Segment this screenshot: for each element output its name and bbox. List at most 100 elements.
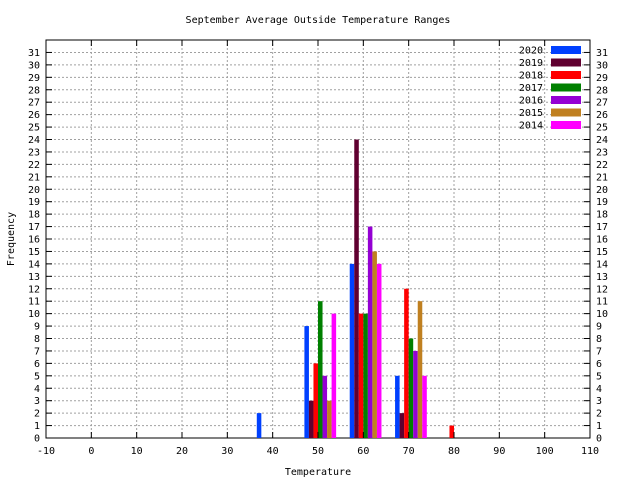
y2-tick-label: 1	[596, 421, 602, 432]
x-tick-label: 70	[403, 446, 415, 457]
y2-tick-label: 4	[596, 384, 602, 395]
legend-label: 2020	[519, 46, 543, 57]
x-tick-label: 50	[312, 446, 324, 457]
y2-tick-label: 19	[596, 197, 608, 208]
y-tick-label: 0	[34, 434, 40, 445]
y-tick-label: 8	[34, 334, 40, 345]
y-tick-label: 30	[28, 60, 40, 71]
bar-2020	[395, 375, 400, 438]
y-tick-label: 31	[28, 48, 40, 59]
bar-2015	[417, 301, 423, 438]
y-tick-label: 29	[28, 73, 40, 84]
legend-label: 2019	[519, 58, 543, 69]
y-tick-label: 2	[34, 409, 40, 420]
y-tick-label: 12	[28, 284, 40, 295]
bars	[256, 139, 454, 438]
y-tick-label: 1	[34, 421, 40, 432]
y2-tick-label: 22	[596, 160, 608, 171]
y-axis-label: Frequency	[6, 212, 17, 266]
y2-tick-label: 21	[596, 172, 608, 183]
y-tick-label: 26	[28, 110, 40, 121]
y-tick-label: 15	[28, 247, 40, 258]
y-tick-label: 25	[28, 123, 40, 134]
y-tick-label: 14	[28, 259, 40, 270]
x-tick-label: 60	[357, 446, 369, 457]
y2-tick-label: 15	[596, 247, 608, 258]
bar-2020	[256, 413, 262, 438]
bar-2019	[308, 400, 314, 438]
bar-2018	[358, 313, 364, 438]
bar-2016	[367, 226, 373, 438]
legend-swatch	[551, 83, 581, 92]
y2-tick-label: 0	[596, 434, 602, 445]
y2-tick-label: 5	[596, 371, 602, 382]
y2-tick-label: 7	[596, 346, 602, 357]
y-tick-label: 23	[28, 147, 40, 158]
bar-2018	[313, 363, 318, 438]
bar-2014	[376, 263, 382, 438]
y-tick-label: 6	[34, 359, 40, 370]
x-tick-label: 100	[536, 446, 554, 457]
y-tick-label: 27	[28, 98, 40, 109]
y2-tick-label: 13	[596, 272, 608, 283]
y2-tick-label: 8	[596, 334, 602, 345]
y-tick-label: 17	[28, 222, 40, 233]
bar-2016	[413, 350, 418, 438]
bar-2017	[363, 313, 368, 438]
grid-lines	[46, 40, 590, 438]
x-tick-label: 90	[493, 446, 505, 457]
y2-tick-label: 26	[596, 110, 608, 121]
y-tick-label: 11	[28, 297, 40, 308]
legend-label: 2018	[519, 71, 543, 82]
y2-tick-label: 9	[596, 322, 602, 333]
y2-tick-label: 14	[596, 259, 608, 270]
y2-tick-label: 10	[596, 309, 608, 320]
y2-tick-label: 31	[596, 48, 608, 59]
y2-tick-label: 30	[596, 60, 608, 71]
y2-tick-label: 3	[596, 396, 602, 407]
x-axis-label: Temperature	[285, 467, 351, 478]
x-tick-label: 40	[267, 446, 279, 457]
y-tick-label: 24	[28, 135, 40, 146]
y2-tick-label: 12	[596, 284, 608, 295]
y2-tick-label: 17	[596, 222, 608, 233]
y-tick-label: 19	[28, 197, 40, 208]
y-tick-label: 13	[28, 272, 40, 283]
y2-tick-label: 23	[596, 147, 608, 158]
bar-2018	[449, 425, 454, 438]
y2-tick-label: 24	[596, 135, 608, 146]
axis-ticks: 0123456789101112131415161718192021222324…	[28, 40, 608, 457]
y2-tick-label: 27	[596, 98, 608, 109]
bar-2015	[327, 400, 332, 438]
legend-label: 2015	[519, 108, 543, 119]
y-tick-label: 3	[34, 396, 40, 407]
y-tick-label: 28	[28, 85, 40, 96]
bar-2017	[408, 338, 414, 438]
y2-tick-label: 28	[596, 85, 608, 96]
legend-label: 2014	[519, 121, 543, 132]
y2-tick-label: 16	[596, 235, 608, 246]
x-tick-label: 10	[131, 446, 143, 457]
legend-swatch	[551, 108, 581, 117]
x-tick-label: 0	[88, 446, 94, 457]
legend-swatch	[551, 121, 581, 129]
bar-2016	[322, 375, 328, 438]
chart-title: September Average Outside Temperature Ra…	[186, 15, 451, 26]
x-tick-label: 20	[176, 446, 188, 457]
bar-2018	[404, 288, 409, 438]
legend-label: 2016	[519, 96, 543, 107]
y-tick-label: 7	[34, 346, 40, 357]
bar-2014	[422, 375, 427, 438]
bar-2015	[372, 251, 377, 438]
y-tick-label: 16	[28, 235, 40, 246]
bar-2014	[331, 313, 337, 438]
bar-2019	[354, 139, 359, 438]
y-tick-label: 20	[28, 185, 40, 196]
legend-swatch	[551, 58, 581, 67]
y2-tick-label: 18	[596, 210, 608, 221]
x-tick-label: 30	[221, 446, 233, 457]
legend-swatch	[551, 46, 581, 54]
y2-tick-label: 29	[596, 73, 608, 84]
y2-tick-label: 2	[596, 409, 602, 420]
